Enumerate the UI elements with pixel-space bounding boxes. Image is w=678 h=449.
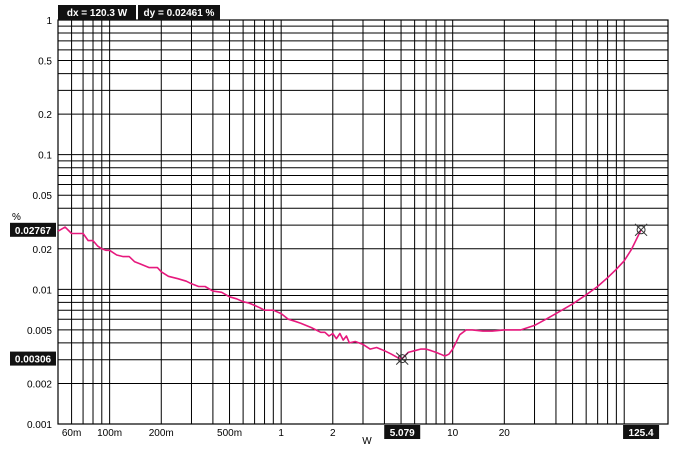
dx-readout-text: dx = 120.3 W [67,8,128,19]
x-tick-label: 60m [62,428,81,439]
cursor-marker-cross [395,352,409,365]
y-axis-ticks: 1 0.5 0.2 0.1 0.05 0.02 0.01 0.005 0.002 0.001 [27,16,52,431]
cursor-layer: 0.00306 5.079 0.02767 125.4 [10,222,660,439]
series-line [57,226,642,360]
x-tick-label: 20 [499,428,511,439]
chart-grid [58,20,668,424]
y-tick-label: 0.5 [38,57,52,68]
series-layer [57,226,642,360]
cursor-marker [636,225,646,235]
y-tick-label: 0.1 [38,151,52,162]
x-tick-label: 100m [97,428,122,439]
cursor-y-value: 0.02767 [15,226,52,237]
dy-readout-text: dy = 0.02461 % [144,8,215,19]
plot-frame [57,19,669,425]
y-tick-label: 0.002 [27,379,52,390]
x-axis-unit: W [362,436,372,447]
cursor-marker [397,354,407,364]
cursor-x-value: 5.079 [390,428,415,439]
y-tick-label: 0.001 [27,420,52,431]
x-axis-ticks: 60m 100m 200m 500m 1 2 10 20 [62,428,510,439]
x-tick-label: 500m [217,428,242,439]
cursor-y-badge [10,351,56,366]
x-tick-label: 1 [278,428,284,439]
cursor-y-badge [10,222,56,237]
y-tick-label: 0.2 [38,110,52,121]
y-tick-label: 1 [46,16,52,27]
cursor-y-value: 0.00306 [15,355,52,366]
y-tick-label: 0.02 [33,245,53,256]
x-tick-label: 2 [330,428,336,439]
cursor-x-value: 125.4 [629,428,654,439]
dy-readout-bg [138,5,220,20]
cursor-marker-cross [634,223,648,237]
cursor-x-badge [623,425,660,439]
y-tick-label: 0.01 [33,285,53,296]
cursor-x-badge [384,425,421,439]
y-tick-label: 0.05 [33,191,53,202]
y-axis-unit: % [12,212,21,223]
dy-readout: dy = 0.02461 % [138,5,220,20]
dx-readout-bg [58,5,136,20]
x-tick-label: 200m [149,428,174,439]
y-tick-label: 0.005 [27,326,52,337]
dx-readout: dx = 120.3 W [58,5,136,20]
x-tick-label: 10 [447,428,459,439]
